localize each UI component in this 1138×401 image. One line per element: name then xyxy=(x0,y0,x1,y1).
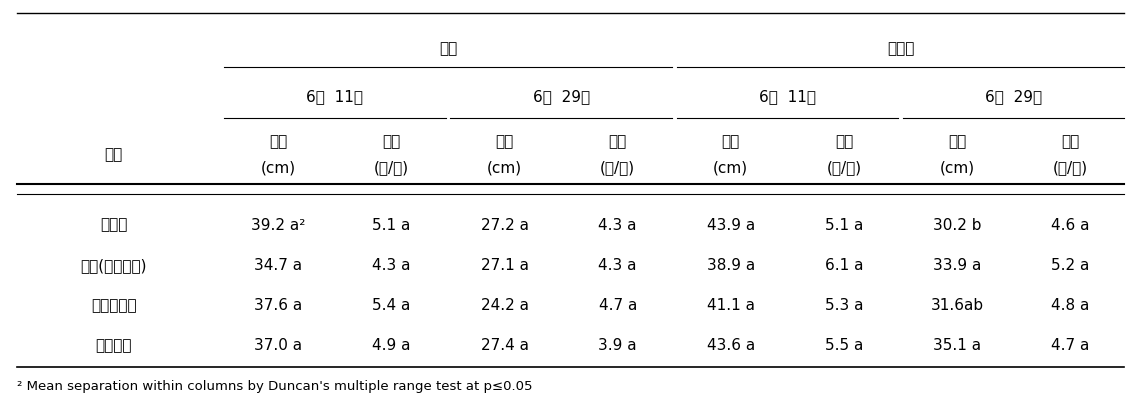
Text: 37.0 a: 37.0 a xyxy=(255,337,303,352)
Text: 6월  29일: 6월 29일 xyxy=(533,89,589,104)
Text: 4.3 a: 4.3 a xyxy=(599,257,637,272)
Text: 27.2 a: 27.2 a xyxy=(480,217,529,232)
Text: (cm): (cm) xyxy=(487,160,522,175)
Text: 5.5 a: 5.5 a xyxy=(825,337,863,352)
Text: 5.1 a: 5.1 a xyxy=(372,217,411,232)
Text: 31.6ab: 31.6ab xyxy=(931,297,983,312)
Text: 엽수: 엽수 xyxy=(1061,134,1079,149)
Text: 친환경자재: 친환경자재 xyxy=(91,297,137,312)
Text: 43.9 a: 43.9 a xyxy=(707,217,754,232)
Text: 관행(화학농약): 관행(화학농약) xyxy=(81,257,147,272)
Text: 4.6 a: 4.6 a xyxy=(1050,217,1089,232)
Text: 38.9 a: 38.9 a xyxy=(707,257,754,272)
Text: 41.1 a: 41.1 a xyxy=(707,297,754,312)
Text: 4.3 a: 4.3 a xyxy=(599,217,637,232)
Text: (cm): (cm) xyxy=(714,160,749,175)
Text: (매/주): (매/주) xyxy=(1053,160,1088,175)
Text: 30.2 b: 30.2 b xyxy=(933,217,981,232)
Text: 비트: 비트 xyxy=(439,41,457,56)
Text: ² Mean separation within columns by Duncan's multiple range test at p≤0.05: ² Mean separation within columns by Dunc… xyxy=(17,379,533,392)
Text: 4.8 a: 4.8 a xyxy=(1050,297,1089,312)
Text: 37.6 a: 37.6 a xyxy=(254,297,303,312)
Text: 5.2 a: 5.2 a xyxy=(1050,257,1089,272)
Text: (cm): (cm) xyxy=(261,160,296,175)
Text: 5.3 a: 5.3 a xyxy=(825,297,863,312)
Text: 종합기술: 종합기술 xyxy=(96,337,132,352)
Text: (매/주): (매/주) xyxy=(600,160,635,175)
Text: 6월  11일: 6월 11일 xyxy=(306,89,363,104)
Text: 34.7 a: 34.7 a xyxy=(255,257,303,272)
Text: 4.7 a: 4.7 a xyxy=(1050,337,1089,352)
Text: 초장: 초장 xyxy=(721,134,740,149)
Text: 6월  29일: 6월 29일 xyxy=(986,89,1042,104)
Text: 5.4 a: 5.4 a xyxy=(372,297,411,312)
Text: 3.9 a: 3.9 a xyxy=(599,337,637,352)
Text: 33.9 a: 33.9 a xyxy=(933,257,981,272)
Text: 27.1 a: 27.1 a xyxy=(480,257,529,272)
Text: 4.7 a: 4.7 a xyxy=(599,297,637,312)
Text: 43.6 a: 43.6 a xyxy=(707,337,754,352)
Text: 6월  11일: 6월 11일 xyxy=(759,89,816,104)
Text: (매/주): (매/주) xyxy=(826,160,861,175)
Text: 엽수: 엽수 xyxy=(835,134,854,149)
Text: 초장: 초장 xyxy=(495,134,513,149)
Text: 39.2 a²: 39.2 a² xyxy=(251,217,306,232)
Text: 5.1 a: 5.1 a xyxy=(825,217,863,232)
Text: (매/주): (매/주) xyxy=(374,160,409,175)
Text: 구분: 구분 xyxy=(105,147,123,162)
Text: 27.4 a: 27.4 a xyxy=(480,337,529,352)
Text: 초장: 초장 xyxy=(948,134,966,149)
Text: 적근대: 적근대 xyxy=(887,41,914,56)
Text: 초장: 초장 xyxy=(270,134,288,149)
Text: 엽수: 엽수 xyxy=(609,134,627,149)
Text: 무처리: 무처리 xyxy=(100,217,127,232)
Text: 4.3 a: 4.3 a xyxy=(372,257,411,272)
Text: 6.1 a: 6.1 a xyxy=(825,257,863,272)
Text: 4.9 a: 4.9 a xyxy=(372,337,411,352)
Text: 엽수: 엽수 xyxy=(382,134,401,149)
Text: 24.2 a: 24.2 a xyxy=(480,297,529,312)
Text: (cm): (cm) xyxy=(940,160,974,175)
Text: 35.1 a: 35.1 a xyxy=(933,337,981,352)
